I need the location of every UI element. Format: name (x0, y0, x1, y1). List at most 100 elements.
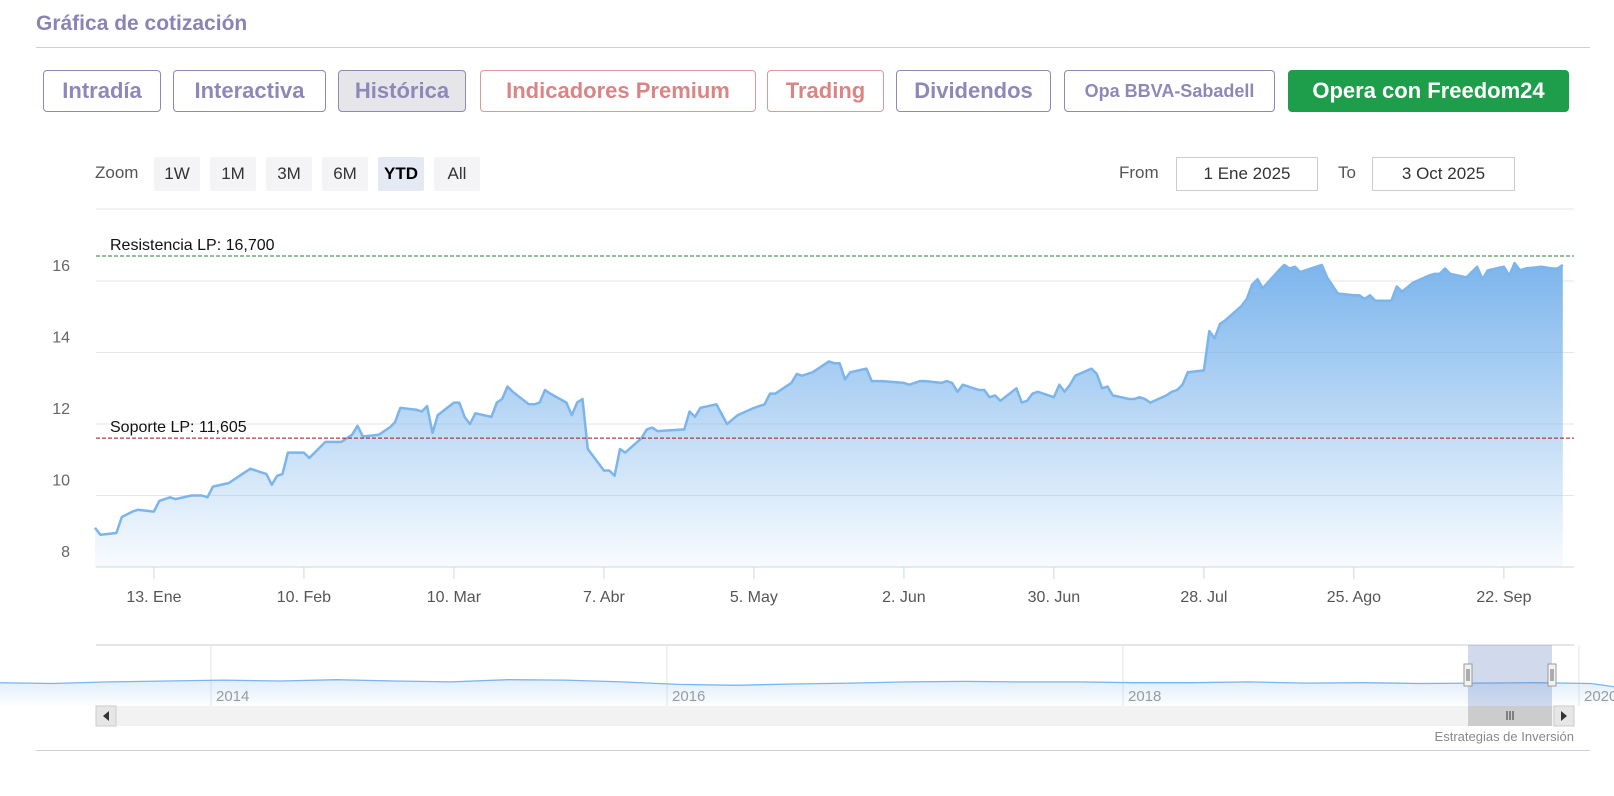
data-point (918, 379, 922, 383)
data-point (1089, 367, 1093, 371)
data-point (495, 401, 499, 405)
data-point (789, 381, 793, 385)
zoom-6m-button[interactable]: 6M (322, 157, 368, 191)
data-point (1357, 293, 1361, 297)
navigator-line (0, 679, 1614, 688)
data-point (548, 392, 552, 396)
data-point (205, 495, 209, 499)
data-point (902, 381, 906, 385)
data-point (1336, 292, 1340, 296)
data-point (843, 377, 847, 381)
scrollbar-track[interactable] (96, 706, 1574, 726)
data-point (950, 381, 954, 385)
data-point (1052, 395, 1056, 399)
tab-opa-bbva-sabadell[interactable]: Opa BBVA-Sabadell (1064, 70, 1275, 112)
data-point (463, 415, 467, 419)
to-label: To (1338, 163, 1356, 182)
data-point (130, 510, 134, 514)
data-point (302, 451, 306, 455)
data-point (1095, 372, 1099, 376)
data-point (1518, 268, 1522, 272)
y-tick-label: 14 (52, 330, 70, 347)
data-point (1277, 268, 1281, 272)
data-point (923, 379, 927, 383)
navigator-right-handle[interactable] (1547, 663, 1557, 687)
resistance-label: Resistencia LP: 16,700 (110, 237, 275, 254)
data-point (1261, 286, 1265, 290)
data-point (168, 495, 172, 499)
y-tick-label: 12 (52, 401, 70, 418)
data-point (1475, 265, 1479, 269)
tab-trading[interactable]: Trading (767, 70, 884, 112)
credits-label[interactable]: Estrategias de Inversión (1434, 729, 1574, 744)
data-point (1432, 272, 1436, 276)
data-point (355, 424, 359, 428)
tab-dividendos[interactable]: Dividendos (896, 70, 1051, 112)
data-point (189, 494, 193, 498)
zoom-1m-button[interactable]: 1M (210, 157, 256, 191)
data-point (977, 388, 981, 392)
data-point (430, 431, 434, 435)
x-tick-label: 30. Jun (1028, 589, 1080, 606)
data-point (532, 402, 536, 406)
data-point (1202, 368, 1206, 372)
zoom-ytd-button[interactable]: YTD (378, 157, 424, 191)
data-point (613, 474, 617, 478)
data-point (1293, 265, 1297, 269)
data-point (227, 481, 231, 485)
data-point (752, 406, 756, 410)
data-point (982, 388, 986, 392)
data-point (500, 397, 504, 401)
zoom-1w-button[interactable]: 1W (154, 157, 200, 191)
data-point (1395, 284, 1399, 288)
navigator-left-handle[interactable] (1463, 663, 1473, 687)
y-tick-label: 8 (61, 544, 70, 561)
data-point (848, 370, 852, 374)
data-point (832, 361, 836, 365)
data-point (1400, 290, 1404, 294)
data-point (955, 390, 959, 394)
data-point (1363, 297, 1367, 301)
tab-historica[interactable]: Histórica (338, 70, 466, 112)
data-point (988, 395, 992, 399)
from-label: From (1119, 163, 1159, 182)
tab-intradia[interactable]: Intradía (43, 70, 161, 112)
to-date-input[interactable]: 3 Oct 2025 (1372, 157, 1515, 191)
data-point (1036, 390, 1040, 394)
tab-interactiva[interactable]: Interactiva (173, 70, 326, 112)
data-point (1368, 293, 1372, 297)
data-point (1325, 275, 1329, 279)
data-point (650, 426, 654, 430)
x-tick-label: 10. Feb (277, 589, 331, 606)
data-point (1164, 393, 1168, 397)
data-point (1170, 390, 1174, 394)
data-point (1132, 397, 1136, 401)
from-date-input[interactable]: 1 Ene 2025 (1176, 157, 1318, 191)
x-tick-label: 28. Jul (1180, 589, 1227, 606)
data-point (200, 494, 204, 498)
zoom-all-button[interactable]: All (434, 157, 480, 191)
data-point (773, 392, 777, 396)
freedom24-button[interactable]: Opera con Freedom24 (1288, 70, 1569, 112)
data-point (280, 472, 284, 476)
data-point (318, 445, 322, 449)
x-tick-label: 7. Abr (583, 589, 625, 606)
data-point (136, 508, 140, 512)
data-point (505, 384, 509, 388)
data-point (1255, 277, 1259, 281)
tab-indicadores-premium[interactable]: Indicadores Premium (480, 70, 756, 112)
data-point (157, 499, 161, 503)
data-point (1250, 283, 1254, 287)
data-point (211, 485, 215, 489)
data-point (682, 427, 686, 431)
data-point (425, 404, 429, 408)
data-point (1063, 390, 1067, 394)
data-point (580, 397, 584, 401)
zoom-3m-button[interactable]: 3M (266, 157, 312, 191)
data-point (827, 359, 831, 363)
data-point (436, 413, 440, 417)
data-point (602, 468, 606, 472)
data-point (339, 440, 343, 444)
data-point (350, 433, 354, 437)
